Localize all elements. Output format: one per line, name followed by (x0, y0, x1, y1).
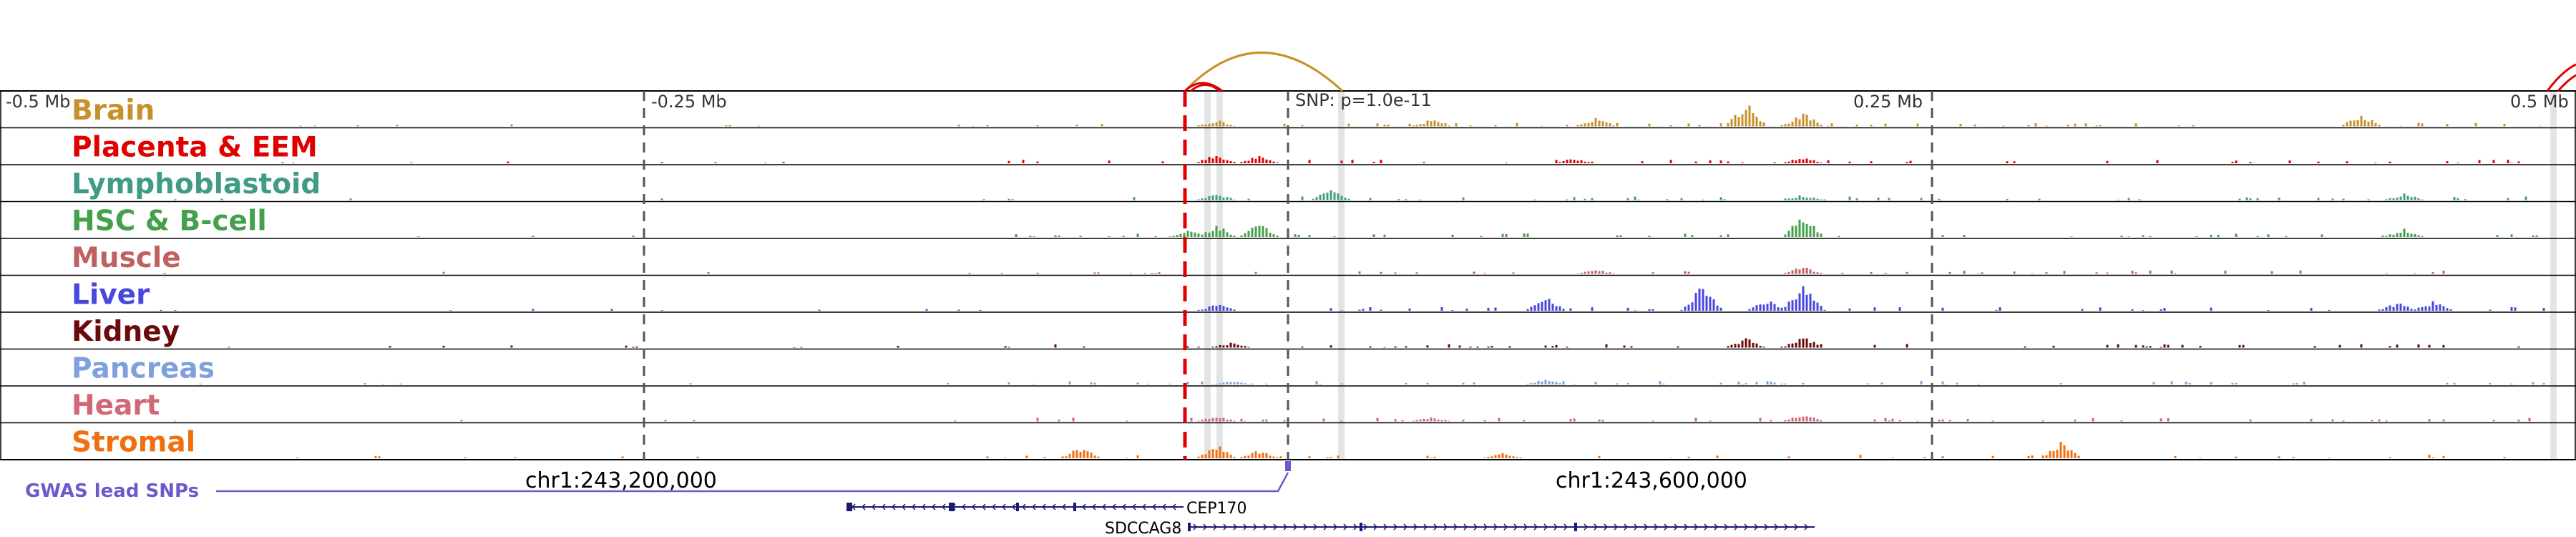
loop-arc-large (1184, 52, 1344, 92)
axis-labels: -0.5 Mb -0.25 Mb 0.25 Mb 0.5 Mb SNP: p=1… (6, 90, 2569, 112)
track-label-liver: Liver (72, 279, 150, 311)
signal-hsc (417, 219, 2538, 237)
axis-tick-m025: -0.25 Mb (651, 92, 727, 112)
track-label-stromal: Stromal (72, 427, 195, 459)
tick-lines (643, 91, 1933, 460)
signal-liver (160, 286, 2545, 311)
loop-arc-small (1190, 84, 1220, 92)
track-labels: Brain Placenta & EEM Lymphoblastoid HSC & B… (72, 95, 321, 459)
axis-tick-p025: 0.25 Mb (1853, 92, 1923, 112)
track-label-pancreas: Pancreas (72, 353, 215, 385)
gene-track (847, 503, 1815, 531)
gwas-label: GWAS lead SNPs (25, 480, 199, 502)
signal-heart (174, 416, 2531, 422)
gene-model-sdccag8 (1188, 523, 1815, 531)
coordinate-right: chr1:243,600,000 (1556, 468, 1747, 493)
signal-pancreas (199, 379, 2545, 384)
gwas-track: GWAS lead SNPs (25, 461, 1291, 502)
signal-kidney (228, 338, 2520, 348)
axis-tick-p050: 0.5 Mb (2510, 92, 2569, 112)
coordinate-left: chr1:243,200,000 (525, 468, 717, 493)
track-label-placenta: Placenta & EEM (72, 132, 318, 164)
track-label-lympho: Lymphoblastoid (72, 168, 321, 200)
track-label-kidney: Kidney (72, 316, 180, 348)
signal-tracks (160, 105, 2545, 458)
gene-label-sdccag8: SDCCAG8 (1105, 520, 1181, 537)
snp-pvalue-label: SNP: p=1.0e-11 (1295, 90, 1432, 110)
gene-model-cep170 (847, 503, 1184, 511)
signal-muscle (163, 268, 2445, 274)
loop-arc-small (1184, 82, 1223, 92)
track-label-brain: Brain (72, 95, 155, 127)
track-label-heart: Heart (72, 390, 160, 422)
gwas-snp-marker (1285, 461, 1291, 471)
axis-tick-m050: -0.5 Mb (6, 92, 70, 112)
gene-label-cep170: CEP170 (1186, 500, 1247, 518)
loop-arc-edge (2546, 63, 2576, 92)
loop-arc-edge (2557, 74, 2576, 92)
loop-arcs (1184, 52, 2576, 92)
track-label-hsc: HSC & B-cell (72, 205, 267, 238)
track-label-muscle: Muscle (72, 242, 181, 274)
signal-lympho (174, 190, 2527, 200)
gwas-connector (216, 472, 1289, 493)
signal-stromal (296, 442, 2506, 458)
signal-placenta (281, 156, 2520, 163)
